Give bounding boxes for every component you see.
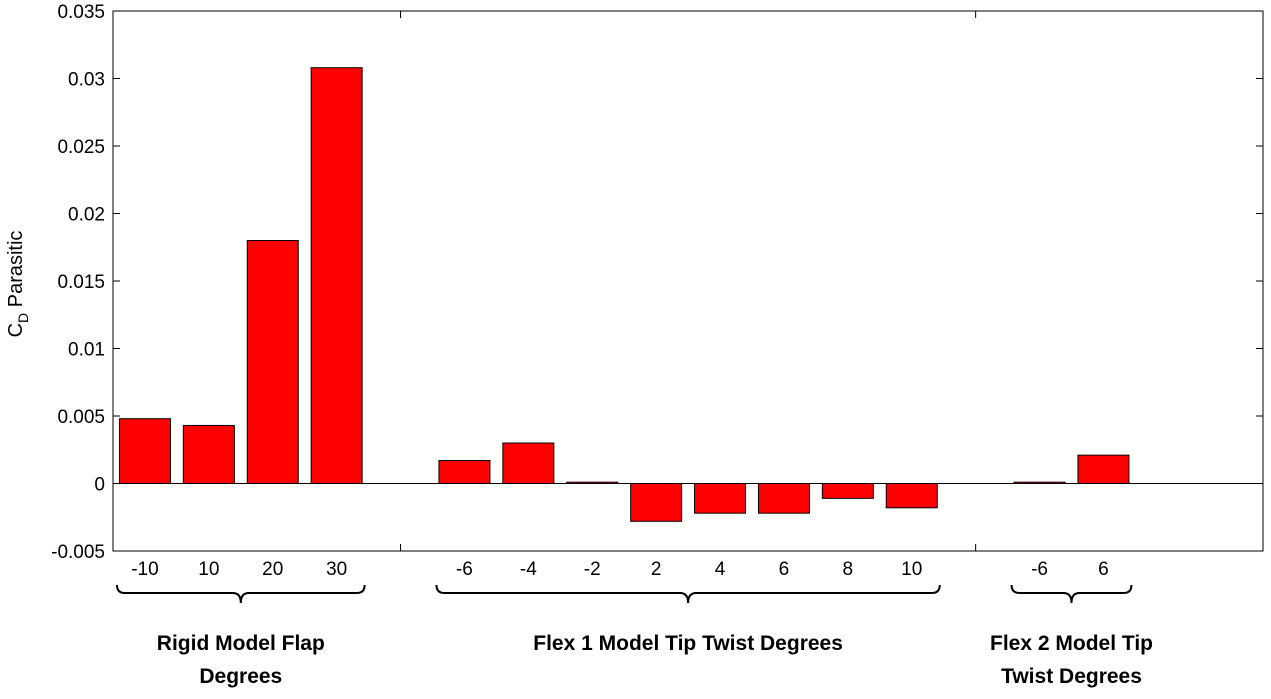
bar [502,442,555,484]
y-axis-label-rest: Parasitic [5,231,27,313]
x-tick-label: 6 [779,559,790,580]
x-tick-label: -6 [1031,559,1048,580]
y-axis-label-subscript: D [15,313,31,323]
bar [1077,454,1130,484]
x-tick-label: 4 [715,559,726,580]
y-axis-label-main: C [5,323,27,337]
group-bracket [115,584,366,604]
x-axis-ticks: -10 10 20 30 -6 -4 -2 2 4 6 8 10 -6 6 [131,11,1109,580]
x-tick-label: -4 [520,559,537,580]
x-tick-label: 20 [262,559,283,580]
y-axis-label: CD Parasitic [5,231,31,338]
group-label: Twist Degrees [1001,665,1142,688]
plot-area-frame [112,10,1264,552]
group-brackets: Rigid Model Flap Degrees Flex 1 Model Tip … [115,584,1153,688]
bar [885,483,938,509]
y-axis-ticks: -0.005 0 0.005 0.01 0.015 0.02 0.025 0.03 0.035 [51,2,1263,563]
x-tick-label: 30 [326,559,347,580]
group-label: Rigid Model Flap [157,632,325,655]
y-tick-label: 0.01 [68,340,105,361]
group-bracket [1010,584,1133,604]
y-tick-label: 0.035 [57,2,105,23]
x-tick-label: 10 [901,559,922,580]
x-tick-label: -10 [131,559,158,580]
bar [757,483,810,514]
bar [438,460,491,484]
y-tick-label: 0.015 [57,272,105,293]
bar [694,483,747,514]
x-tick-label: 8 [843,559,854,580]
bar [630,483,683,522]
group-bracket [435,584,941,604]
y-tick-label: -0.005 [51,542,105,563]
y-tick-label: 0.005 [57,407,105,428]
x-tick-label: 10 [198,559,219,580]
bar [246,240,299,484]
group-label: Flex 2 Model Tip [990,632,1153,655]
y-tick-label: 0 [94,475,105,496]
x-tick-label: 2 [651,559,662,580]
x-tick-label: 6 [1098,559,1109,580]
y-tick-label: 0.025 [57,137,105,158]
y-tick-label: 0.03 [68,70,105,91]
bar [182,424,235,485]
y-tick-label: 0.02 [68,205,105,226]
group-label: Degrees [199,665,282,688]
x-tick-label: -2 [584,559,601,580]
bar [310,67,363,484]
bars [118,67,1130,522]
x-tick-label: -6 [456,559,473,580]
bar [118,418,171,485]
group-label: Flex 1 Model Tip Twist Degrees [533,632,843,655]
bar [821,483,874,499]
